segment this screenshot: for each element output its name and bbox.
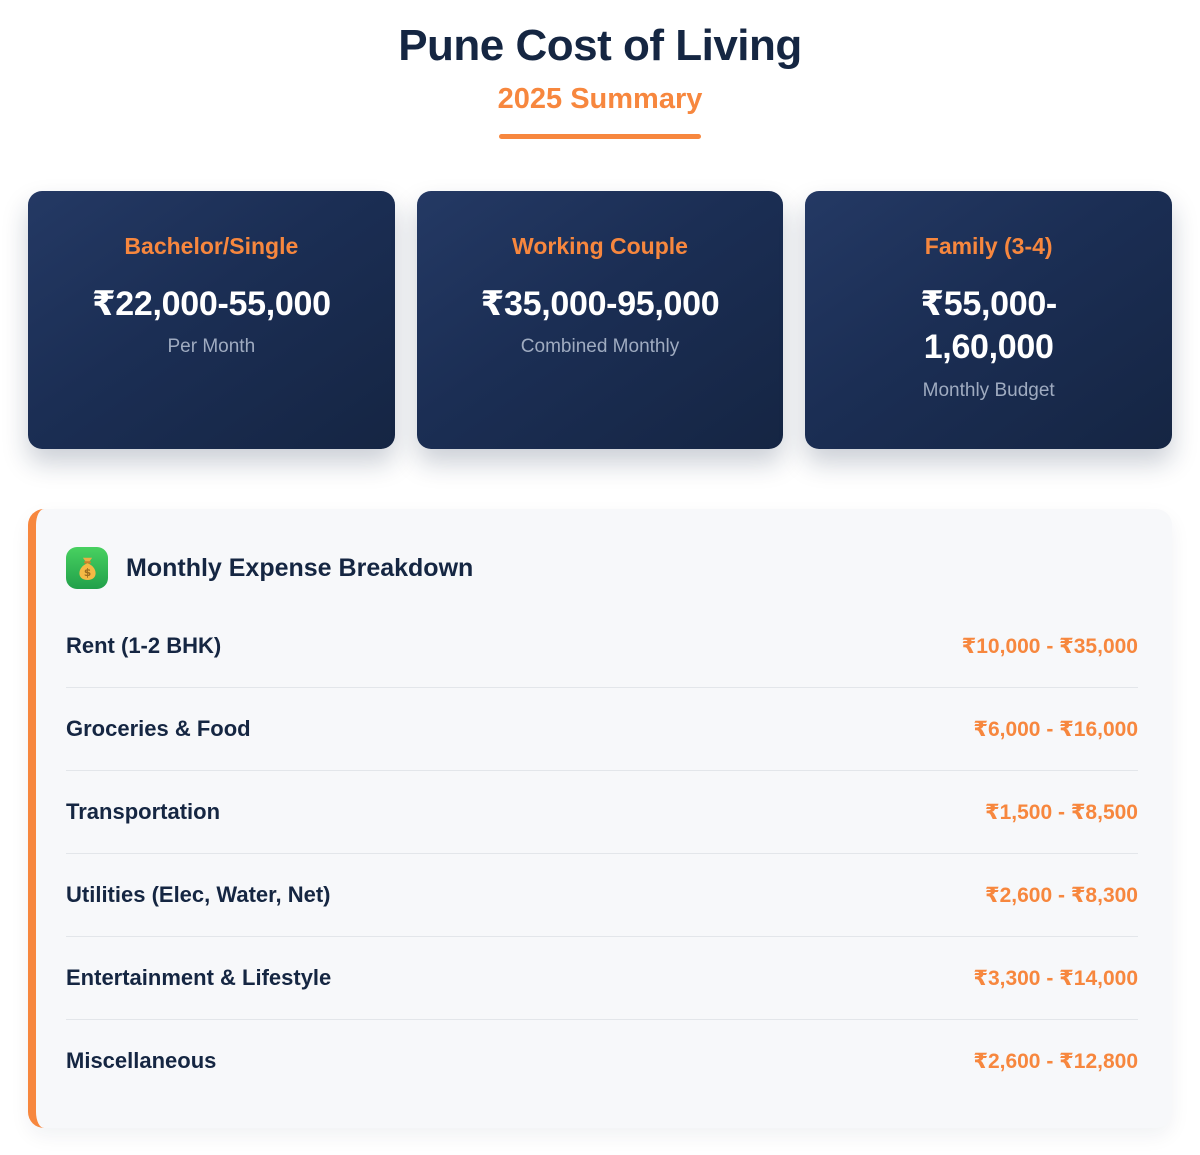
summary-cards: Bachelor/Single ₹22,000-55,000 Per Month… [28,191,1173,450]
summary-card-bachelor: Bachelor/Single ₹22,000-55,000 Per Month [28,191,395,450]
expense-value: ₹10,000 - ₹35,000 [961,634,1138,658]
expense-label: Entertainment & Lifestyle [66,965,332,991]
expense-panel-title: Monthly Expense Breakdown [126,553,474,582]
expense-label: Rent (1-2 BHK) [66,633,222,659]
card-label: Bachelor/Single [124,233,299,260]
money-bag-icon: $ [66,547,108,590]
card-caption: Per Month [167,336,256,358]
expense-value: ₹2,600 - ₹8,300 [985,883,1138,907]
card-range: ₹22,000-55,000 [91,284,331,323]
expense-panel: $ Monthly Expense Breakdown Rent (1-2 BH… [28,509,1172,1129]
expense-label: Groceries & Food [66,716,251,742]
expense-label: Transportation [66,799,221,825]
expense-row-entertainment: Entertainment & Lifestyle ₹3,300 - ₹14,0… [66,937,1138,1021]
card-range: ₹55,000-1,60,000 [920,284,1057,367]
subtitle-underline [499,134,701,140]
page-title: Pune Cost of Living [398,21,802,70]
card-range: ₹35,000-95,000 [480,284,720,323]
expense-value: ₹3,300 - ₹14,000 [973,966,1138,990]
card-label: Working Couple [512,233,688,260]
svg-text:$: $ [83,566,90,578]
expense-value: ₹6,000 - ₹16,000 [973,717,1138,741]
summary-card-family: Family (3-4) ₹55,000-1,60,000 Monthly Bu… [805,191,1173,450]
page-subtitle: 2025 Summary [497,83,703,116]
expense-row-utilities: Utilities (Elec, Water, Net) ₹2,600 - ₹8… [66,854,1138,938]
expense-row-transportation: Transportation ₹1,500 - ₹8,500 [66,771,1138,855]
summary-card-couple: Working Couple ₹35,000-95,000 Combined M… [416,191,784,450]
page-header: Pune Cost of Living 2025 Summary [28,16,1172,140]
expense-row-miscellaneous: Miscellaneous ₹2,600 - ₹12,800 [66,1020,1138,1102]
expense-value: ₹2,600 - ₹12,800 [973,1049,1138,1073]
expense-row-groceries: Groceries & Food ₹6,000 - ₹16,000 [66,688,1138,772]
card-caption: Combined Monthly [520,336,680,358]
expense-value: ₹1,500 - ₹8,500 [985,800,1138,824]
expense-rows: Rent (1-2 BHK) ₹10,000 - ₹35,000 Groceri… [66,605,1138,1102]
expense-label: Miscellaneous [66,1048,217,1074]
card-caption: Monthly Budget [922,379,1055,401]
expense-label: Utilities (Elec, Water, Net) [66,882,331,908]
card-label: Family (3-4) [924,233,1053,260]
expense-row-rent: Rent (1-2 BHK) ₹10,000 - ₹35,000 [66,605,1138,689]
expense-panel-header: $ Monthly Expense Breakdown [66,547,1138,590]
